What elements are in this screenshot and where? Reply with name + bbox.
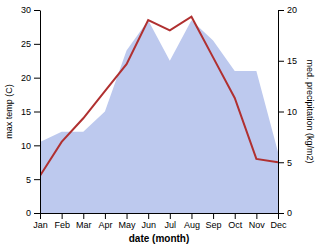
tick: 20 bbox=[21, 73, 40, 83]
x-axis: Jan Feb Mar Apr May Jun Jul Aug Sep Oct Nov Dec bbox=[33, 213, 287, 230]
tick-label: 0 bbox=[287, 208, 292, 218]
tick-mark bbox=[105, 213, 106, 219]
tick-label: 20 bbox=[287, 5, 297, 15]
tick-mark bbox=[34, 10, 40, 11]
tick: Oct bbox=[228, 213, 243, 230]
tick-label: Aug bbox=[184, 220, 200, 230]
tick-label: 20 bbox=[21, 73, 31, 83]
tick: Sep bbox=[206, 213, 222, 230]
tick-mark bbox=[235, 213, 236, 219]
tick-mark bbox=[34, 213, 40, 214]
tick-mark bbox=[34, 112, 40, 113]
tick-mark bbox=[127, 213, 128, 219]
tick: 15 bbox=[21, 107, 40, 117]
tick-label: 5 bbox=[26, 175, 31, 185]
tick-label: Dec bbox=[270, 220, 287, 230]
tick: 25 bbox=[21, 39, 40, 49]
tick-mark bbox=[148, 213, 149, 219]
tick-mark bbox=[256, 213, 257, 219]
tick-label: 15 bbox=[287, 56, 297, 66]
tick-mark bbox=[34, 179, 40, 180]
tick-mark bbox=[40, 213, 41, 219]
tick-label: May bbox=[119, 220, 137, 230]
tick-label: Nov bbox=[249, 220, 266, 230]
tick-label: Jul bbox=[165, 220, 177, 230]
tick-label: 10 bbox=[287, 107, 297, 117]
tick-label: Feb bbox=[54, 220, 70, 230]
y2-axis-title: med. precipitation (kg/m2) bbox=[305, 59, 315, 163]
tick-label: Mar bbox=[76, 220, 92, 230]
tick-mark bbox=[34, 145, 40, 146]
tick-mark bbox=[278, 213, 284, 214]
tick: 0 bbox=[278, 208, 292, 218]
tick-mark bbox=[278, 10, 284, 11]
tick-label: Apr bbox=[98, 220, 112, 230]
tick-mark bbox=[34, 78, 40, 79]
tick-mark bbox=[278, 112, 284, 113]
tick-label: 15 bbox=[21, 107, 31, 117]
tick: Aug bbox=[184, 213, 200, 230]
tick: 0 bbox=[26, 208, 40, 218]
tick-mark bbox=[62, 213, 63, 219]
plot-area bbox=[40, 17, 278, 213]
y-axis-title: max temp (C) bbox=[4, 84, 14, 139]
tick: Jun bbox=[141, 213, 156, 230]
tick-mark bbox=[213, 213, 214, 219]
y2-axis: 0 5 10 15 20 bbox=[278, 5, 297, 218]
tick-label: Oct bbox=[228, 220, 243, 230]
y-axis: 0 5 10 15 20 25 30 bbox=[21, 5, 41, 218]
tick: 5 bbox=[278, 158, 292, 168]
line bbox=[40, 17, 278, 176]
tick-mark bbox=[34, 44, 40, 45]
tick: Jan bbox=[33, 213, 48, 230]
tick-label: 5 bbox=[287, 158, 292, 168]
tick: Jul bbox=[165, 213, 177, 230]
tick-mark bbox=[278, 162, 284, 163]
tick: 10 bbox=[21, 141, 40, 151]
tick-label: Sep bbox=[206, 220, 222, 230]
tick: Dec bbox=[270, 213, 287, 230]
tick: Nov bbox=[249, 213, 266, 230]
chart-container: JanFebMarAprMayJunJulAugSepOctNovDec0510… bbox=[0, 0, 318, 247]
x-axis-title: date (month) bbox=[129, 233, 190, 244]
tick-label: 30 bbox=[21, 5, 31, 15]
tick-label: 10 bbox=[21, 141, 31, 151]
tick: 15 bbox=[278, 56, 297, 66]
tick: 10 bbox=[278, 107, 297, 117]
tick: Feb bbox=[54, 213, 70, 230]
tick-label: Jun bbox=[141, 220, 156, 230]
tick: Apr bbox=[98, 213, 112, 230]
tick: May bbox=[119, 213, 137, 230]
tick: 5 bbox=[26, 175, 40, 185]
tick: Mar bbox=[76, 213, 92, 230]
tick: 30 bbox=[21, 5, 40, 15]
tick-label: 0 bbox=[26, 208, 31, 218]
tick-mark bbox=[170, 213, 171, 219]
tick-mark bbox=[83, 213, 84, 219]
tick-mark bbox=[191, 213, 192, 219]
tick-mark bbox=[278, 61, 284, 62]
tick: 20 bbox=[278, 5, 297, 15]
axis-line bbox=[41, 213, 279, 214]
chart-svg: JanFebMarAprMayJunJulAugSepOctNovDec0510… bbox=[0, 0, 318, 247]
axis-line bbox=[40, 11, 41, 214]
tick-label: 25 bbox=[21, 39, 31, 49]
tick-label: Jan bbox=[33, 220, 48, 230]
